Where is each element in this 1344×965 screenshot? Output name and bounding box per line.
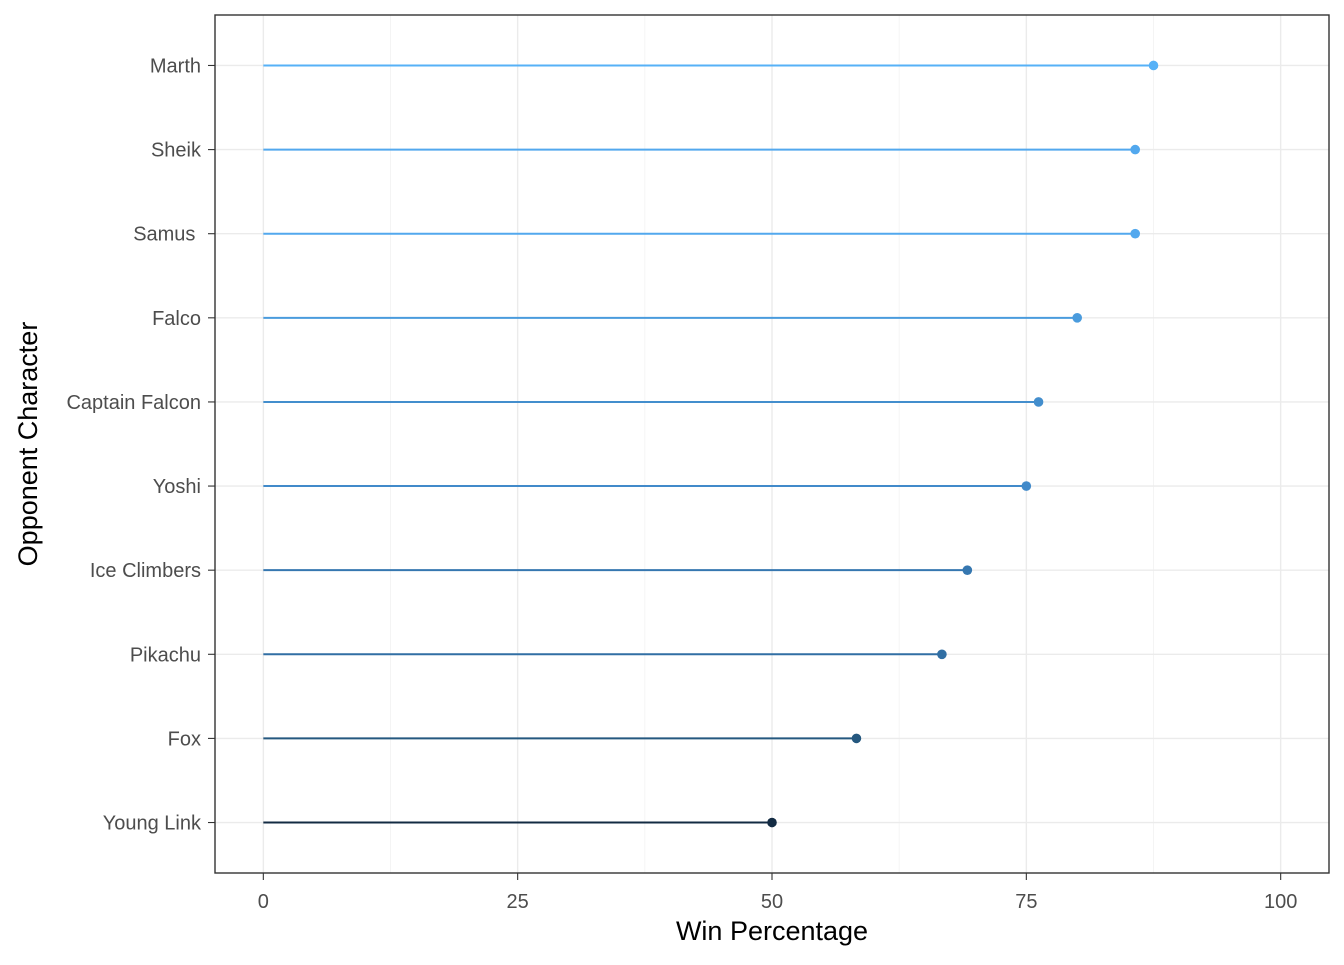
data-marks [263,60,1159,828]
lollipop-point [767,817,777,828]
lollipop-point [1072,313,1083,323]
y-axis-title: Opponent Character [13,322,43,567]
y-tick-label: Ice Climbers [90,560,201,582]
lollipop-point [1021,481,1032,491]
x-tick-label: 25 [507,891,529,913]
y-tick-label: Captain Falcon [66,392,201,414]
x-tick-label: 100 [1264,891,1297,913]
x-tick-label: 75 [1015,891,1037,913]
x-axis-title: Win Percentage [676,916,868,946]
y-tick-label: Marth [150,55,201,77]
lollipop-point [937,649,947,660]
y-tick-label: Fox [168,728,201,750]
lollipop-point [851,733,862,744]
y-tick-label: Falco [152,308,201,330]
y-tick-label: Pikachu [130,644,201,666]
lollipop-point [1130,144,1140,155]
x-tick-label: 50 [761,891,783,913]
y-tick-label: Young Link [103,813,202,835]
lollipop-point [1148,60,1159,71]
y-tick-label: Samus [133,224,201,246]
lollipop-point [1130,228,1140,239]
axes: 0 25 50 75 100 Marth Sheik Samus Falco Captain F… [66,55,1297,913]
lollipop-point [962,565,973,575]
x-tick-label: 0 [258,891,269,913]
y-tick-label: Yoshi [153,476,201,498]
y-tick-label: Sheik [151,140,202,162]
lollipop-point [1033,397,1044,407]
